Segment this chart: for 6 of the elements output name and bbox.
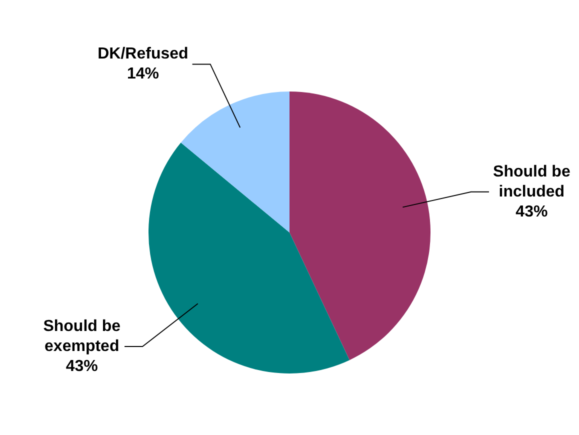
slice-label: DK/Refused [98,46,188,63]
slice-label: Should be included [493,163,570,200]
data-label: 43% [66,358,98,375]
data-label: 14% [126,66,159,83]
data-label: 43% [516,203,548,220]
slice-label: Should be exempted [43,318,121,355]
